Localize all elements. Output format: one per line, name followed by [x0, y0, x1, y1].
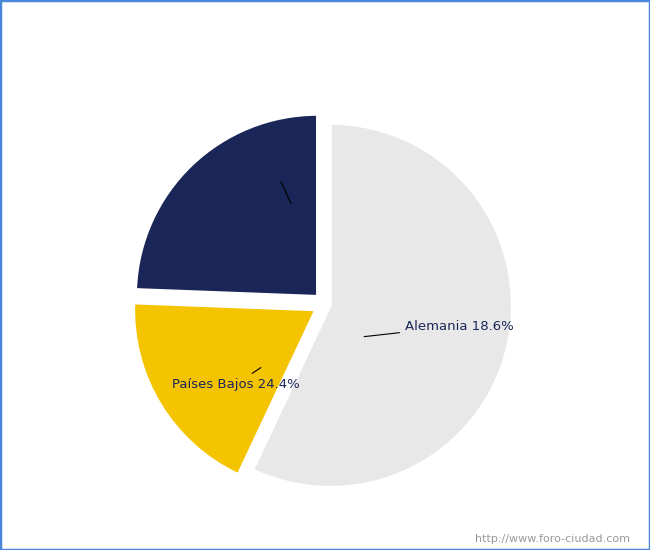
Wedge shape [136, 114, 317, 296]
Text: Países Bajos 24.4%: Países Bajos 24.4% [172, 367, 300, 390]
Text: http://www.foro-ciudad.com: http://www.foro-ciudad.com [476, 535, 630, 544]
Text: Alcuéscar - Turistas extranjeros según país - Octubre de 2024: Alcuéscar - Turistas extranjeros según p… [89, 16, 561, 33]
Wedge shape [253, 123, 512, 487]
Text: Otros 57.0%: Otros 57.0% [234, 163, 317, 204]
Text: Alemania 18.6%: Alemania 18.6% [364, 320, 514, 337]
Wedge shape [134, 303, 316, 475]
